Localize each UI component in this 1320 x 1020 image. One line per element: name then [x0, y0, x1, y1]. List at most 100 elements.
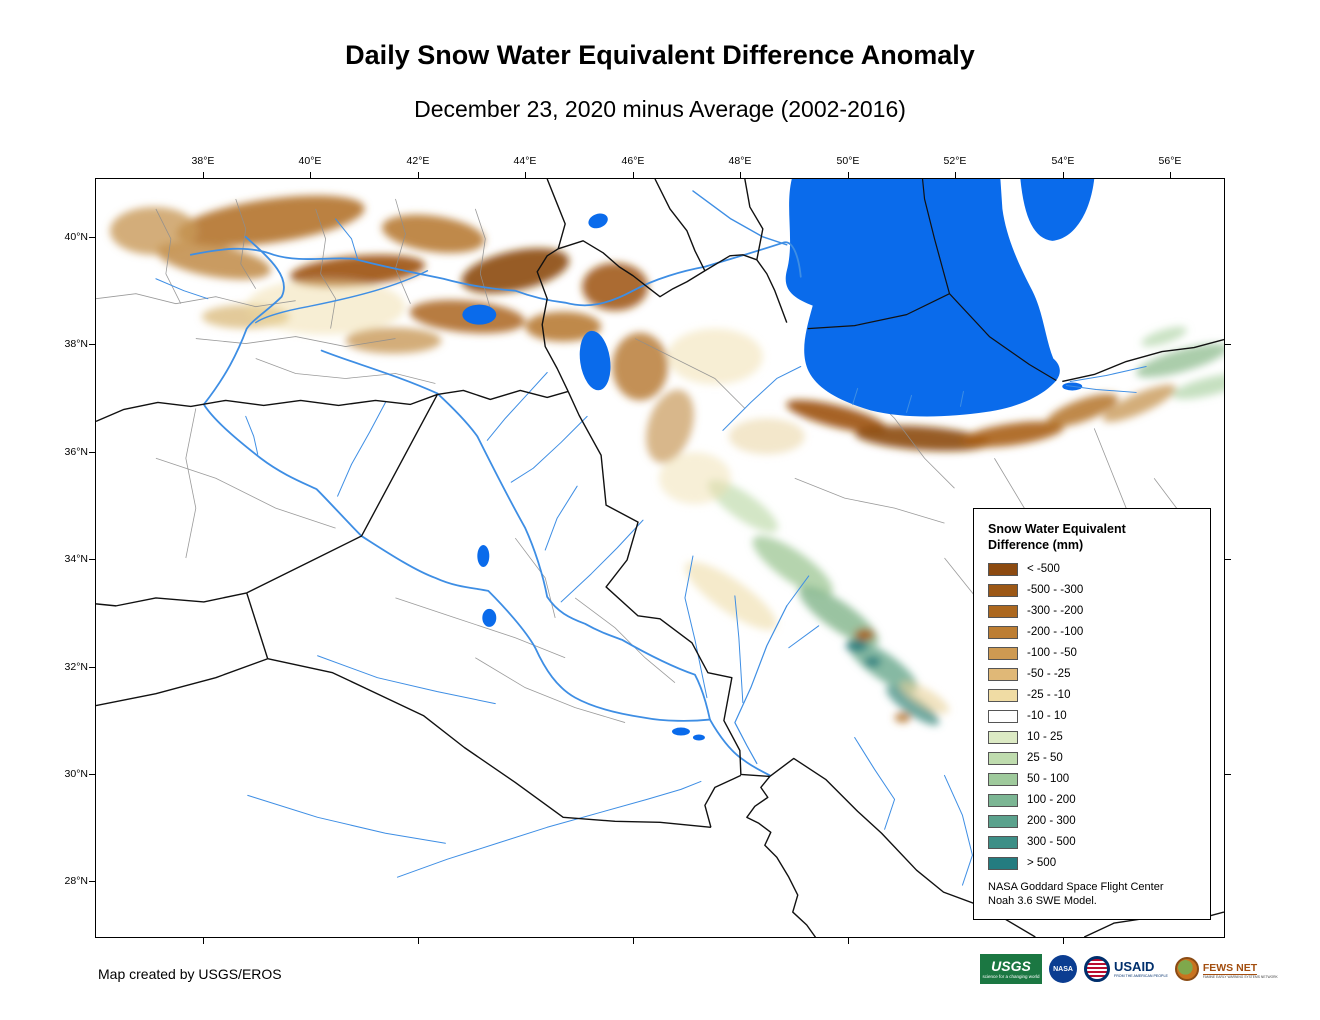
- wadi-al-batin: [396, 780, 702, 878]
- fewsnet-globe-icon: [1174, 957, 1199, 981]
- legend-label: 100 - 200: [1027, 794, 1076, 806]
- turkey-syria-border: [96, 393, 438, 423]
- map-credit: Map created by USGS/EROS: [98, 966, 282, 982]
- lat-tick-label: 40°N: [64, 231, 88, 243]
- murat-river: [255, 270, 429, 324]
- usaid-logo-text: USAID: [1114, 958, 1155, 974]
- karun-upper: [786, 575, 810, 607]
- tick-mark: [633, 172, 634, 178]
- tick-mark: [418, 172, 419, 178]
- atrek-river: [1069, 366, 1147, 382]
- usaid-logo-tagline: FROM THE AMERICAN PEOPLE: [1114, 973, 1168, 978]
- karun-river: [734, 605, 788, 765]
- legend-swatch: [988, 562, 1018, 576]
- jordan-iraq-border: [246, 592, 269, 659]
- tick-mark: [1170, 172, 1171, 178]
- legend-label: -100 - -50: [1027, 647, 1077, 659]
- legend-label: 300 - 500: [1027, 836, 1076, 848]
- fewsnet-logo-tagline: FAMINE EARLY WARNING SYSTEMS NETWORK: [1202, 975, 1278, 980]
- lat-tick-label: 32°N: [64, 661, 88, 673]
- tick-mark: [418, 938, 419, 944]
- legend-title-line2: Difference (mm): [988, 538, 1084, 553]
- lon-tick-label: 42°E: [406, 155, 430, 167]
- legend-label: -25 - -10: [1027, 689, 1071, 701]
- hawizeh-marsh: [692, 734, 705, 741]
- legend-entry: 100 - 200: [988, 793, 1196, 807]
- legend-swatch: [988, 646, 1018, 660]
- fewsnet-logo-text: FEWS NET: [1202, 961, 1258, 975]
- legend-note: NASA Goddard Space Flight Center Noah 3.…: [988, 880, 1196, 910]
- anatolia-stream: [155, 278, 209, 300]
- syria-jordan-border: [96, 592, 247, 607]
- tick-mark: [740, 172, 741, 178]
- iraq-saudi-border: [267, 658, 711, 828]
- legend-swatch: [988, 604, 1018, 618]
- caspian-sea: [785, 179, 1060, 417]
- tick-mark: [203, 172, 204, 178]
- legend-swatch: [988, 772, 1018, 786]
- tick-mark: [89, 344, 95, 345]
- legend-entry: < -500: [988, 562, 1196, 576]
- dez-river: [734, 595, 744, 704]
- alborz-stream: [959, 390, 964, 407]
- balikh-river: [245, 415, 259, 455]
- tick-mark: [89, 881, 95, 882]
- legend-label: -300 - -200: [1027, 605, 1084, 617]
- sefidrud-river: [722, 366, 802, 431]
- legend-label: -10 - 10: [1027, 710, 1067, 722]
- jordan-saudi-border: [96, 658, 268, 707]
- iraq-kuwait-border: [704, 774, 742, 828]
- fewsnet-logo: FEWS NET FAMINE EARLY WARNING SYSTEMS NE…: [1174, 957, 1278, 981]
- legend-label: -500 - -300: [1027, 584, 1084, 596]
- turkey-iraq-border: [437, 389, 569, 401]
- logo-strip: USGS science for a changing world NASA U…: [980, 954, 1278, 984]
- tick-mark: [203, 938, 204, 944]
- legend-entry: 200 - 300: [988, 814, 1196, 828]
- gulf-west-coast: [746, 775, 817, 937]
- legend-entry: -50 - -25: [988, 667, 1196, 681]
- lon-tick-label: 40°E: [298, 155, 322, 167]
- tick-mark: [89, 559, 95, 560]
- tick-mark: [1063, 938, 1064, 944]
- usgs-logo-tagline: science for a changing world: [982, 973, 1040, 979]
- legend-entry: 300 - 500: [988, 835, 1196, 849]
- legend-swatch: [988, 667, 1018, 681]
- tick-mark: [310, 172, 311, 178]
- legend-label: > 500: [1027, 857, 1057, 869]
- legend-entry: > 500: [988, 856, 1196, 870]
- alborz-stream: [852, 387, 859, 405]
- water-bodies: [462, 179, 1095, 741]
- nasa-logo: NASA: [1049, 955, 1077, 983]
- lat-tick-label: 36°N: [64, 446, 88, 458]
- diyala-river: [560, 519, 644, 603]
- tick-mark: [1225, 559, 1231, 560]
- lon-tick-label: 50°E: [836, 155, 860, 167]
- legend-entry: -300 - -200: [988, 604, 1196, 618]
- great-zab-river: [486, 371, 548, 441]
- gulf-iran-coast: [769, 757, 1036, 937]
- legend-swatch: [988, 709, 1018, 723]
- turkey-iran-aras-border: [536, 240, 788, 392]
- lake-tharthar: [477, 545, 490, 567]
- iran-coastal-river: [854, 737, 896, 830]
- legend-swatch: [988, 751, 1018, 765]
- legend-swatch: [988, 688, 1018, 702]
- legend-label: 200 - 300: [1027, 815, 1076, 827]
- caucasus-border: [546, 179, 566, 250]
- syria-iraq-border: [246, 394, 439, 594]
- usgs-logo-text: USGS: [991, 957, 1031, 974]
- iraq-iran-border: [567, 391, 770, 778]
- lon-tick-label: 52°E: [943, 155, 967, 167]
- legend-entry: -25 - -10: [988, 688, 1196, 702]
- legend-entry: 10 - 25: [988, 730, 1196, 744]
- legend-entry: 25 - 50: [988, 751, 1196, 765]
- karkheh-river: [684, 555, 708, 699]
- lon-tick-label: 38°E: [191, 155, 215, 167]
- legend-title-line1: Snow Water Equivalent: [988, 522, 1126, 536]
- khabur-river: [337, 401, 386, 497]
- legend-swatch: [988, 856, 1018, 870]
- aras-river: [189, 241, 802, 307]
- tick-mark: [955, 172, 956, 178]
- legend-swatch: [988, 793, 1018, 807]
